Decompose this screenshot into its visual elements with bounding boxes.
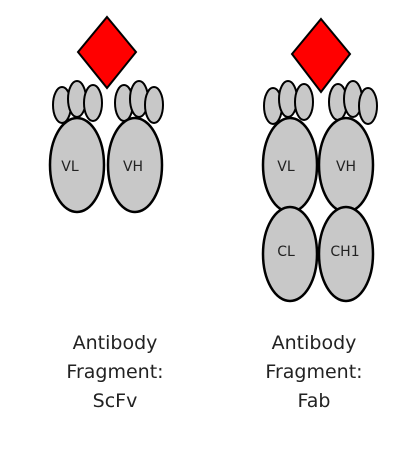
fab-caption-line-3: Fab xyxy=(297,390,331,412)
scfv-caption-line-2: Fragment: xyxy=(66,361,164,383)
scfv-antigen-diamond xyxy=(76,15,138,90)
fab-vh-cdr-loops xyxy=(328,80,378,125)
fab-antigen-diamond xyxy=(290,17,352,94)
scfv-caption-line-3: ScFv xyxy=(92,390,138,412)
fab-caption-line-1: Antibody xyxy=(271,332,357,354)
scfv-vh-loop-3 xyxy=(144,86,164,124)
fab-vl-label: VL xyxy=(277,159,295,175)
scfv-vh-label: VH xyxy=(123,159,143,175)
fab-caption: Antibody Fragment: Fab xyxy=(244,329,384,416)
fab-ch1-domain xyxy=(317,205,375,303)
scfv-vh-cdr-loops xyxy=(114,80,164,124)
scfv-vl-cdr-loops xyxy=(52,80,103,124)
fab-fragment: VL VH CL CH1 xyxy=(261,17,378,303)
fab-ch1-label: CH1 xyxy=(330,244,359,260)
scfv-caption: Antibody Fragment: ScFv xyxy=(45,329,185,416)
fab-vl-cdr-loops xyxy=(263,80,314,125)
scfv-vh-domain xyxy=(106,116,164,214)
fab-vh-loop-3 xyxy=(358,87,378,125)
scfv-caption-line-1: Antibody xyxy=(72,332,158,354)
scfv-vl-domain xyxy=(48,116,106,214)
scfv-vl-loop-3 xyxy=(83,84,103,122)
fab-cl-domain xyxy=(261,205,319,303)
scfv-vl-label: VL xyxy=(61,159,79,175)
scfv-fragment: VL VH xyxy=(48,15,164,214)
fab-cl-label: CL xyxy=(277,244,295,260)
fab-vh-label: VH xyxy=(336,159,356,175)
fab-vl-loop-3 xyxy=(294,83,314,121)
fab-caption-line-2: Fragment: xyxy=(265,361,363,383)
